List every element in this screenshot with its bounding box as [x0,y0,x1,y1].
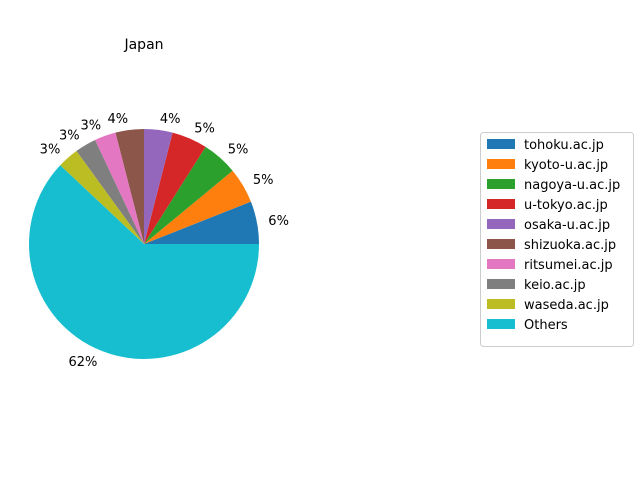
percent-label-nagoya-u-ac-jp: 5% [228,143,249,158]
pie-slice-waseda-ac-jp [60,150,144,244]
pie-slices [28,129,260,360]
legend-label-u-tokyo-ac-jp: u-tokyo.ac.jp [524,198,608,213]
pie-slice-others [28,165,260,360]
legend-frame [480,132,634,347]
percent-label-ritsumei-ac-jp: 3% [80,119,101,134]
legend-label-osaka-u-ac-jp: osaka-u.ac.jp [524,218,610,233]
pie-slice-nagoya-u-ac-jp [144,146,233,244]
legend-swatch-others [487,319,515,329]
legend-swatch-u-tokyo-ac-jp [487,199,515,209]
pie-slice-kyoto-u-ac-jp [144,170,251,244]
pie-slice-keio-ac-jp [76,139,144,244]
percent-label-waseda-ac-jp: 3% [40,143,61,158]
legend-swatch-shizuoka-ac-jp [487,239,515,249]
legend-label-nagoya-u-ac-jp: nagoya-u.ac.jp [524,178,620,193]
percent-label-keio-ac-jp: 3% [59,129,80,144]
percent-label-shizuoka-ac-jp: 4% [107,112,128,127]
legend-label-shizuoka-ac-jp: shizuoka.ac.jp [524,238,616,253]
percent-label-u-tokyo-ac-jp: 5% [194,121,215,136]
legend-label-others: Others [524,318,568,333]
pie-slice-u-tokyo-ac-jp [144,132,206,244]
percent-label-tohoku-ac-jp: 6% [268,214,289,229]
pie-slice-shizuoka-ac-jp [115,129,144,244]
percent-label-others: 62% [68,355,97,370]
legend-label-waseda-ac-jp: waseda.ac.jp [524,298,609,313]
legend-swatch-ritsumei-ac-jp [487,259,515,269]
legend-label-ritsumei-ac-jp: ritsumei.ac.jp [524,258,613,273]
legend-label-keio-ac-jp: keio.ac.jp [524,278,586,293]
legend-items: tohoku.ac.jp kyoto-u.ac.jp nagoya-u.ac.jp u… [487,138,620,333]
legend-swatch-kyoto-u-ac-jp [487,159,515,169]
pie-slice-ritsumei-ac-jp [95,132,144,244]
legend-label-kyoto-u-ac-jp: kyoto-u.ac.jp [524,158,608,173]
legend: tohoku.ac.jp kyoto-u.ac.jp nagoya-u.ac.jp u… [480,132,634,347]
legend-swatch-nagoya-u-ac-jp [487,179,515,189]
pie-slice-osaka-u-ac-jp [144,129,173,244]
legend-label-tohoku-ac-jp: tohoku.ac.jp [524,138,604,153]
percent-labels: 6%5%5%5%4%4%3%3%3%62% [40,112,289,370]
chart-title: Japan [123,37,163,53]
legend-swatch-waseda-ac-jp [487,299,515,309]
percent-label-osaka-u-ac-jp: 4% [160,112,181,127]
legend-swatch-keio-ac-jp [487,279,515,289]
pie-slice-tohoku-ac-jp [144,201,259,244]
legend-swatch-tohoku-ac-jp [487,139,515,149]
legend-swatch-osaka-u-ac-jp [487,219,515,229]
percent-label-kyoto-u-ac-jp: 5% [253,173,274,188]
